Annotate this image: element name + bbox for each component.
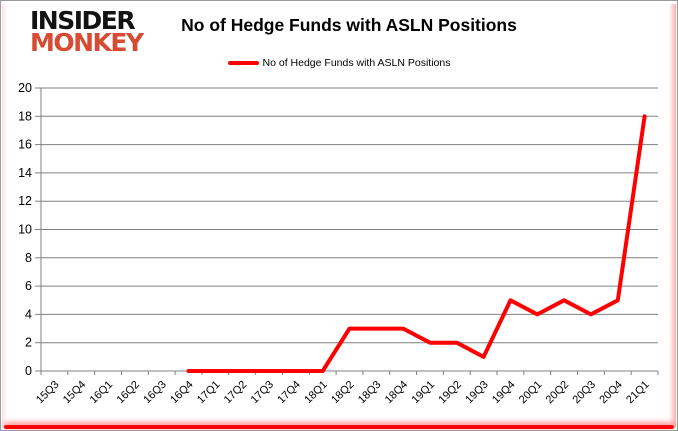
x-axis-label: 20Q4 <box>597 379 625 407</box>
chart-title: No of Hedge Funds with ASLN Positions <box>181 15 517 35</box>
x-axis-label: 19Q1 <box>410 379 438 407</box>
x-axis-label: 17Q4 <box>275 379 303 407</box>
x-axis-label: 15Q3 <box>34 379 62 407</box>
legend-label: No of Hedge Funds with ASLN Positions <box>262 57 451 69</box>
x-axis-label: 20Q3 <box>571 379 599 407</box>
x-axis-label: 21Q1 <box>624 379 652 407</box>
x-axis-label: 17Q1 <box>195 379 223 407</box>
y-axis-label: 10 <box>18 223 32 237</box>
x-axis-label: 20Q1 <box>517 379 545 407</box>
legend: No of Hedge Funds with ASLN Positions <box>1 57 677 69</box>
x-axis-label: 19Q2 <box>436 379 464 407</box>
right-red-glow <box>669 4 676 427</box>
x-axis-label: 20Q2 <box>544 379 572 407</box>
x-axis-label: 16Q2 <box>114 379 142 407</box>
x-axis-label: 16Q3 <box>141 379 169 407</box>
series-line <box>186 114 647 373</box>
x-axis-label: 19Q3 <box>463 379 491 407</box>
x-axis-label: 18Q1 <box>302 379 330 407</box>
bottom-red-glow <box>4 425 674 429</box>
insider-monkey-logo: INSIDER MONKEY <box>30 6 144 57</box>
y-axis-label: 14 <box>18 166 32 180</box>
y-axis-label: 16 <box>18 138 32 152</box>
x-axis-label: 18Q3 <box>356 379 384 407</box>
y-axis-label: 20 <box>18 81 32 95</box>
logo-insider-text: INSIDER <box>30 6 136 35</box>
y-axis-label: 18 <box>18 109 32 123</box>
x-axis-label: 16Q1 <box>88 379 116 407</box>
left-red-glow <box>2 4 7 427</box>
x-axis-label: 17Q2 <box>222 379 250 407</box>
y-axis-label: 6 <box>25 279 32 293</box>
y-axis-label: 12 <box>18 194 32 208</box>
legend-line-swatch <box>227 61 259 65</box>
x-axis-label: 15Q4 <box>61 379 89 407</box>
y-axis-label: 2 <box>25 336 32 350</box>
y-axis-label: 0 <box>25 364 32 378</box>
x-axis-label: 17Q3 <box>249 379 277 407</box>
x-axis-label: 16Q4 <box>168 379 196 407</box>
y-axis-label: 8 <box>25 251 32 265</box>
y-axis-label: 4 <box>25 307 32 321</box>
logo-monkey-text: MONKEY <box>30 28 144 57</box>
x-axis-label: 18Q2 <box>329 379 357 407</box>
x-axis-label: 19Q4 <box>490 379 518 407</box>
x-axis-label: 18Q4 <box>383 379 411 407</box>
